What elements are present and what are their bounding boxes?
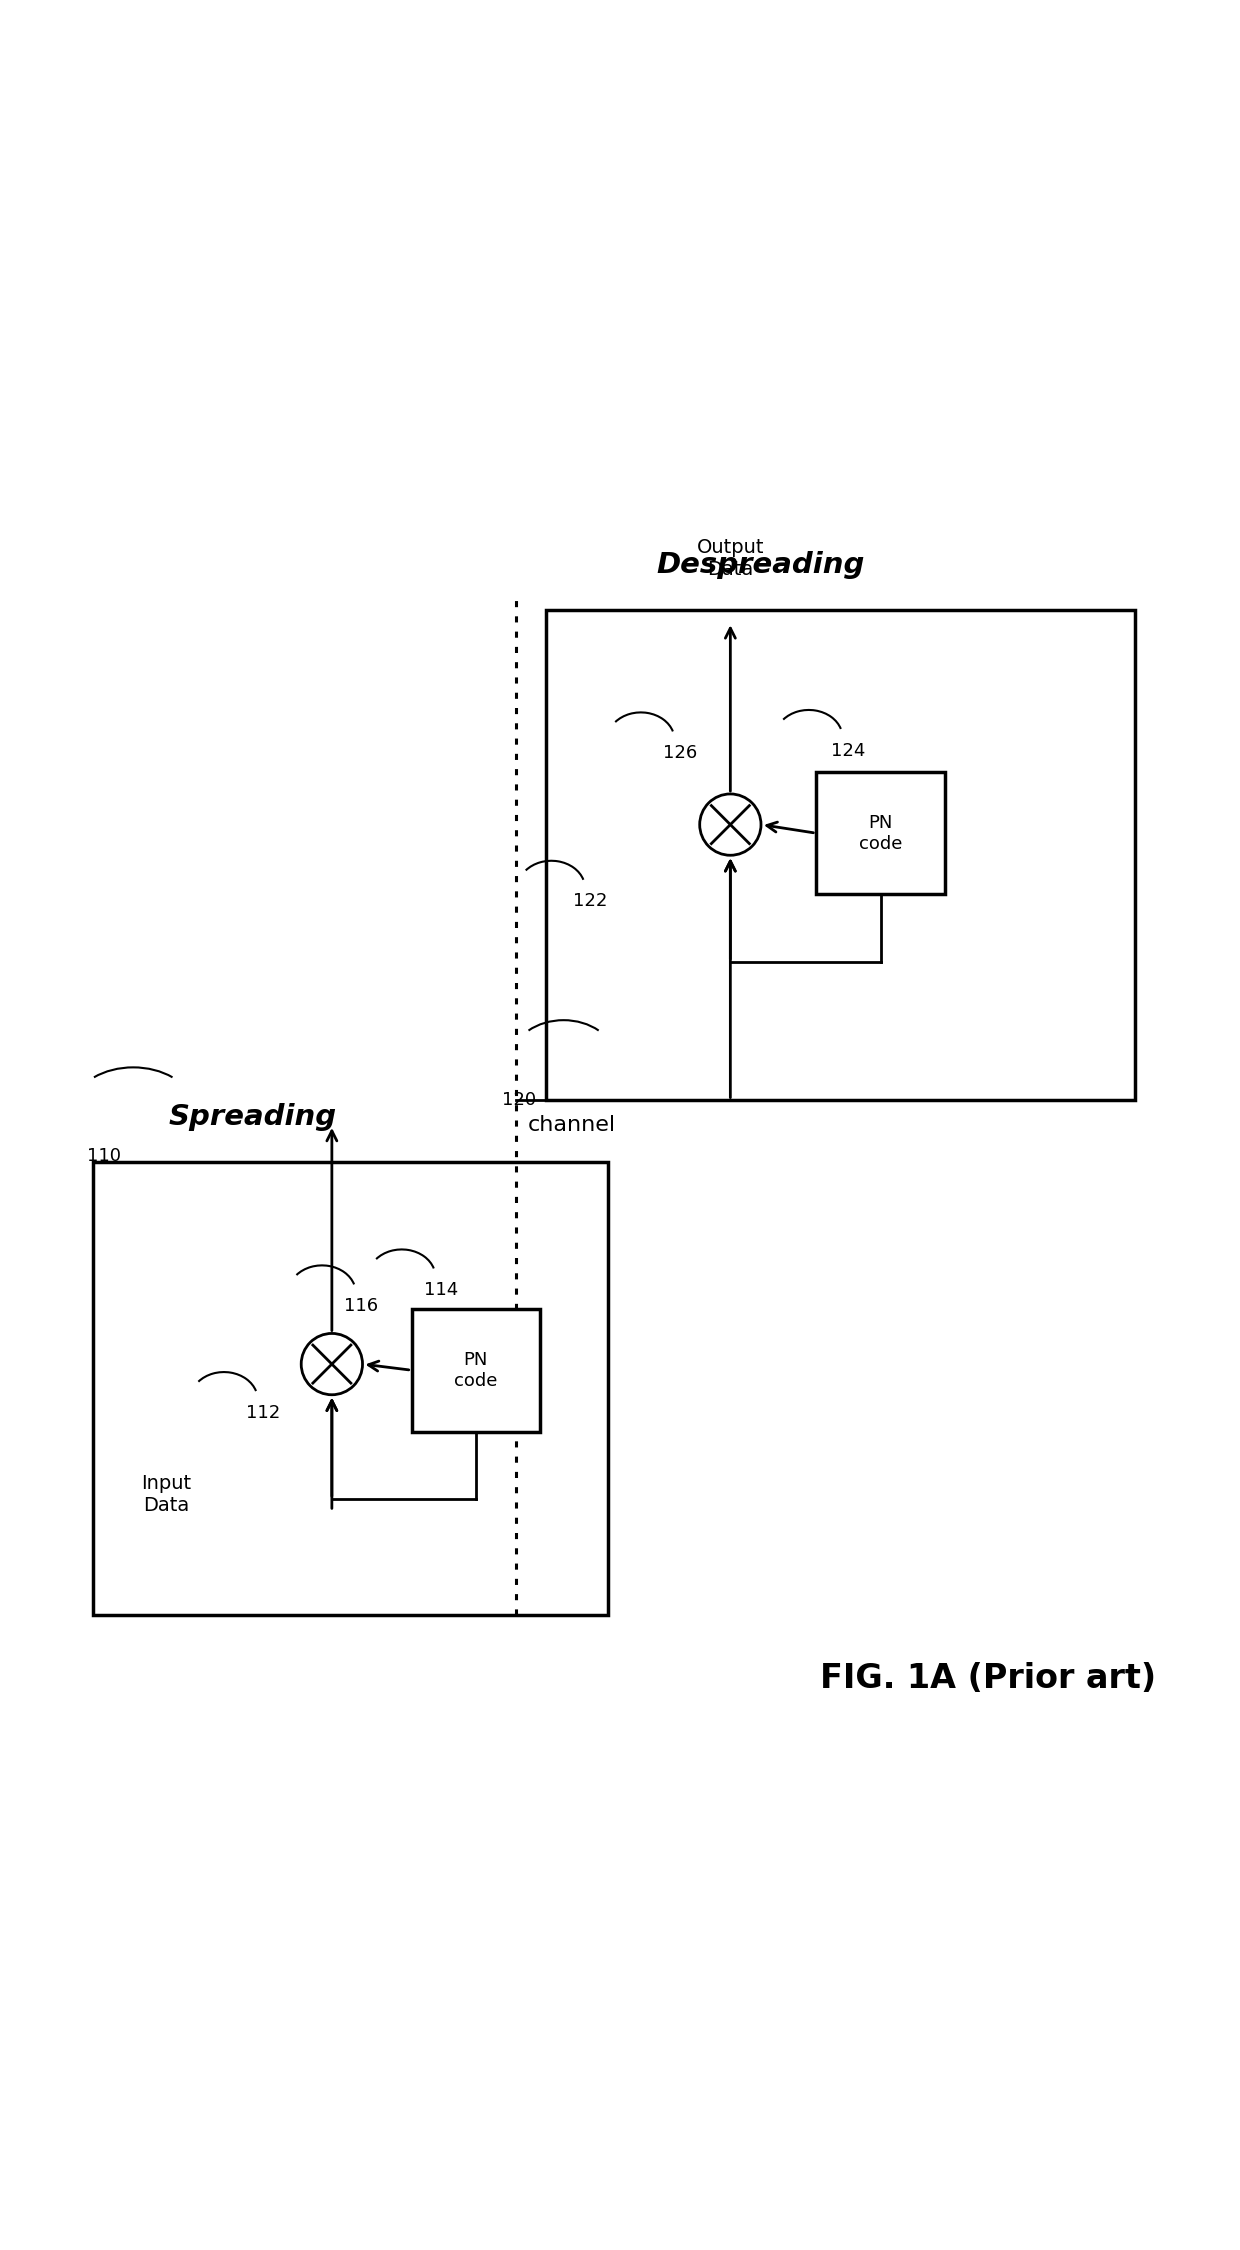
Text: 120: 120 bbox=[502, 1091, 537, 1109]
Text: 124: 124 bbox=[831, 742, 866, 760]
Text: 112: 112 bbox=[246, 1404, 280, 1422]
Text: Despreading: Despreading bbox=[657, 551, 866, 580]
Text: 110: 110 bbox=[87, 1148, 120, 1166]
Text: 116: 116 bbox=[345, 1296, 378, 1314]
Text: 114: 114 bbox=[424, 1280, 458, 1298]
Bar bbox=[547, 610, 1135, 1100]
Text: Input
Data: Input Data bbox=[141, 1474, 191, 1516]
Text: 122: 122 bbox=[573, 893, 608, 911]
Circle shape bbox=[699, 794, 761, 855]
Text: PN
code: PN code bbox=[859, 814, 903, 853]
Bar bbox=[93, 1161, 608, 1616]
Text: 126: 126 bbox=[663, 745, 697, 763]
Circle shape bbox=[301, 1334, 362, 1395]
Text: Spreading: Spreading bbox=[169, 1102, 336, 1132]
Text: PN
code: PN code bbox=[454, 1350, 497, 1390]
Bar bbox=[412, 1310, 541, 1431]
Text: Output
Data: Output Data bbox=[697, 538, 764, 580]
Text: FIG. 1A (Prior art): FIG. 1A (Prior art) bbox=[820, 1663, 1156, 1694]
Bar bbox=[816, 772, 945, 896]
Text: channel: channel bbox=[528, 1116, 616, 1134]
